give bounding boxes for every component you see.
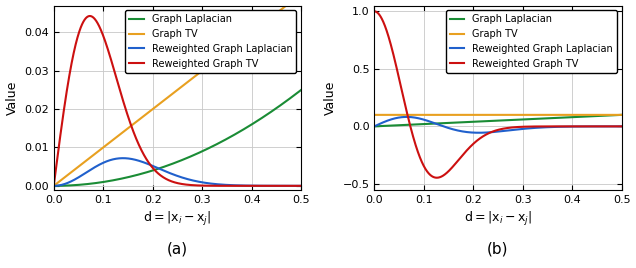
Reweighted Graph TV: [86, 14, 93, 18]
Reweighted Graph TV: [293, 184, 300, 187]
Text: (a): (a): [167, 241, 188, 256]
Reweighted Graph TV: [433, 176, 441, 179]
Graph TV: [413, 113, 421, 117]
Graph Laplacian: [613, 113, 621, 117]
Reweighted Graph TV: [586, 125, 594, 128]
X-axis label: $\rm d=|x_{\it i}-x_{\it j}|$: $\rm d=|x_{\it i}-x_{\it j}|$: [464, 210, 532, 228]
Reweighted Graph Laplacian: [413, 116, 421, 120]
Line: Graph TV: Graph TV: [53, 0, 301, 186]
Reweighted Graph Laplacian: [293, 184, 300, 187]
Reweighted Graph Laplacian: [50, 184, 57, 187]
Reweighted Graph TV: [618, 125, 625, 128]
Graph Laplacian: [413, 123, 421, 126]
Text: (b): (b): [487, 241, 509, 256]
Graph Laplacian: [297, 88, 305, 92]
Graph Laplacian: [399, 124, 406, 127]
Reweighted Graph Laplacian: [370, 125, 378, 128]
Graph Laplacian: [618, 113, 625, 117]
Reweighted Graph TV: [399, 92, 406, 95]
Line: Graph Laplacian: Graph Laplacian: [53, 90, 301, 186]
Graph TV: [370, 113, 378, 117]
Graph Laplacian: [293, 92, 300, 95]
Reweighted Graph Laplacian: [399, 116, 406, 119]
Graph TV: [145, 111, 153, 114]
Y-axis label: Value: Value: [6, 80, 18, 115]
Line: Reweighted Graph TV: Reweighted Graph TV: [374, 11, 621, 178]
Reweighted Graph TV: [93, 20, 100, 23]
Reweighted Graph Laplacian: [145, 163, 153, 166]
Reweighted Graph TV: [297, 184, 305, 187]
Graph TV: [613, 113, 621, 117]
Graph Laplacian: [145, 170, 153, 173]
Graph TV: [78, 162, 86, 166]
Reweighted Graph TV: [613, 125, 621, 128]
Reweighted Graph Laplacian: [466, 131, 473, 134]
Line: Reweighted Graph TV: Reweighted Graph TV: [53, 16, 301, 186]
Legend: Graph Laplacian, Graph TV, Reweighted Graph Laplacian, Reweighted Graph TV: Graph Laplacian, Graph TV, Reweighted Gr…: [125, 10, 296, 73]
Reweighted Graph TV: [145, 161, 153, 164]
Graph TV: [399, 113, 406, 117]
Reweighted Graph Laplacian: [297, 184, 305, 187]
Reweighted Graph Laplacian: [586, 125, 594, 128]
Reweighted Graph Laplacian: [156, 167, 163, 170]
Graph TV: [155, 102, 163, 106]
Reweighted Graph TV: [370, 10, 378, 13]
Line: Reweighted Graph Laplacian: Reweighted Graph Laplacian: [374, 117, 621, 133]
Graph TV: [466, 113, 473, 117]
Reweighted Graph Laplacian: [266, 184, 273, 187]
Y-axis label: Value: Value: [324, 80, 337, 115]
Graph TV: [476, 113, 483, 117]
Graph TV: [586, 113, 594, 117]
Graph TV: [618, 113, 625, 117]
X-axis label: $\rm d=|x_{\it i}-x_{\it j}|$: $\rm d=|x_{\it i}-x_{\it j}|$: [143, 210, 211, 228]
Graph Laplacian: [466, 120, 473, 124]
Line: Reweighted Graph Laplacian: Reweighted Graph Laplacian: [53, 158, 301, 186]
Graph TV: [93, 151, 100, 154]
Graph Laplacian: [155, 167, 163, 170]
Reweighted Graph TV: [466, 146, 473, 150]
Reweighted Graph Laplacian: [475, 131, 483, 134]
Reweighted Graph Laplacian: [78, 174, 86, 177]
Reweighted Graph TV: [156, 173, 163, 176]
Graph TV: [50, 184, 57, 187]
Reweighted Graph Laplacian: [119, 157, 127, 160]
Graph Laplacian: [93, 181, 100, 185]
Reweighted Graph Laplacian: [618, 125, 625, 128]
Reweighted Graph TV: [476, 137, 484, 140]
Graph Laplacian: [370, 125, 378, 128]
Reweighted Graph Laplacian: [613, 125, 621, 128]
Legend: Graph Laplacian, Graph TV, Reweighted Graph Laplacian, Reweighted Graph TV: Graph Laplacian, Graph TV, Reweighted Gr…: [446, 10, 617, 73]
Reweighted Graph Laplacian: [93, 165, 100, 168]
Reweighted Graph TV: [413, 148, 421, 151]
Line: Graph Laplacian: Graph Laplacian: [374, 115, 621, 126]
Graph Laplacian: [50, 184, 57, 187]
Graph Laplacian: [586, 115, 594, 118]
Graph TV: [266, 17, 273, 20]
Graph Laplacian: [266, 111, 273, 114]
Reweighted Graph Laplacian: [476, 131, 484, 134]
Reweighted Graph Laplacian: [403, 115, 410, 118]
Reweighted Graph TV: [78, 23, 86, 26]
Reweighted Graph TV: [50, 184, 57, 187]
Graph Laplacian: [476, 120, 483, 123]
Graph Laplacian: [78, 183, 86, 186]
Reweighted Graph TV: [266, 184, 273, 187]
